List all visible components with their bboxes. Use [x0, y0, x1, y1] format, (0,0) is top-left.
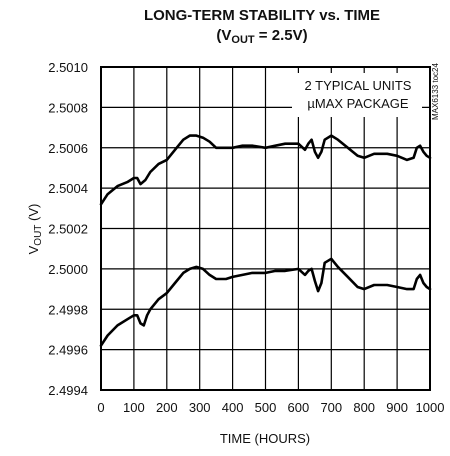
plot-frame	[100, 66, 431, 391]
x-tick-labels: 0 100 200 300 400 500 600 700 800 900 1000	[97, 400, 444, 415]
chart-title: LONG-TERM STABILITY vs. TIME	[144, 7, 380, 24]
x-tick-label: 800	[353, 400, 375, 415]
y-tick-label: 2.5010	[48, 60, 88, 75]
series-group	[99, 134, 432, 347]
annotation-line-1: 2 TYPICAL UNITS	[305, 78, 412, 93]
x-tick-label: 0	[97, 400, 104, 415]
side-code-label: MAX6133 toc24	[431, 63, 440, 120]
grid-lines	[101, 67, 430, 390]
y-tick-label: 2.5006	[48, 141, 88, 156]
x-tick-label: 700	[320, 400, 342, 415]
y-tick-label: 2.4994	[48, 383, 88, 398]
y-tick-labels: 2.4994 2.4996 2.4998 2.5000 2.5002 2.5004 2.50…	[48, 60, 88, 398]
annotation-line-2: µMAX PACKAGE	[307, 96, 408, 111]
x-tick-label: 100	[123, 400, 145, 415]
annotation-background	[292, 73, 422, 117]
y-tick-label: 2.4998	[48, 302, 88, 317]
x-tick-label: 500	[255, 400, 277, 415]
y-tick-label: 2.5008	[48, 100, 88, 115]
y-tick-label: 2.5004	[48, 181, 88, 196]
y-tick-label: 2.5002	[48, 222, 88, 237]
x-tick-label: 400	[222, 400, 244, 415]
y-tick-label: 2.4996	[48, 343, 88, 358]
x-tick-label: 300	[189, 400, 211, 415]
x-tick-label: 900	[386, 400, 408, 415]
y-axis-label: VOUT (V)	[26, 204, 44, 255]
chart-subtitle: (VOUT = 2.5V)	[216, 27, 307, 46]
x-tick-label: 600	[288, 400, 310, 415]
x-tick-label: 1000	[416, 400, 445, 415]
series-line-unit-1	[99, 134, 432, 206]
series-line-unit-2	[99, 257, 432, 347]
y-tick-label: 2.5000	[48, 262, 88, 277]
x-axis-label: TIME (HOURS)	[220, 431, 310, 446]
x-tick-label: 200	[156, 400, 178, 415]
